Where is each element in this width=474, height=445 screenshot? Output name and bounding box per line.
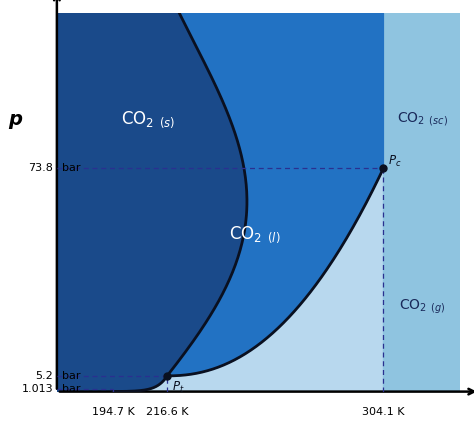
Polygon shape — [57, 13, 247, 392]
Text: 5.2: 5.2 — [36, 371, 53, 381]
Text: 216.6 K: 216.6 K — [146, 407, 188, 417]
Text: CO$_2$ $_{(g)}$: CO$_2$ $_{(g)}$ — [399, 298, 446, 316]
Text: bar: bar — [62, 163, 80, 173]
Text: $P_c$: $P_c$ — [388, 154, 402, 170]
Polygon shape — [167, 13, 383, 376]
Text: 194.7 K: 194.7 K — [91, 407, 134, 417]
Text: 1.013: 1.013 — [21, 384, 53, 393]
Text: bar: bar — [62, 384, 80, 393]
Text: CO$_2$ $_{(sc)}$: CO$_2$ $_{(sc)}$ — [397, 110, 448, 128]
Text: bar: bar — [62, 371, 80, 381]
Text: 304.1 K: 304.1 K — [362, 407, 405, 417]
Text: CO$_2$ $_{(l)}$: CO$_2$ $_{(l)}$ — [229, 224, 280, 245]
Polygon shape — [383, 13, 460, 392]
Text: 73.8: 73.8 — [28, 163, 53, 173]
Text: $P_t$: $P_t$ — [172, 380, 185, 395]
Text: p: p — [8, 110, 22, 129]
Text: CO$_2$ $_{(s)}$: CO$_2$ $_{(s)}$ — [121, 109, 175, 129]
